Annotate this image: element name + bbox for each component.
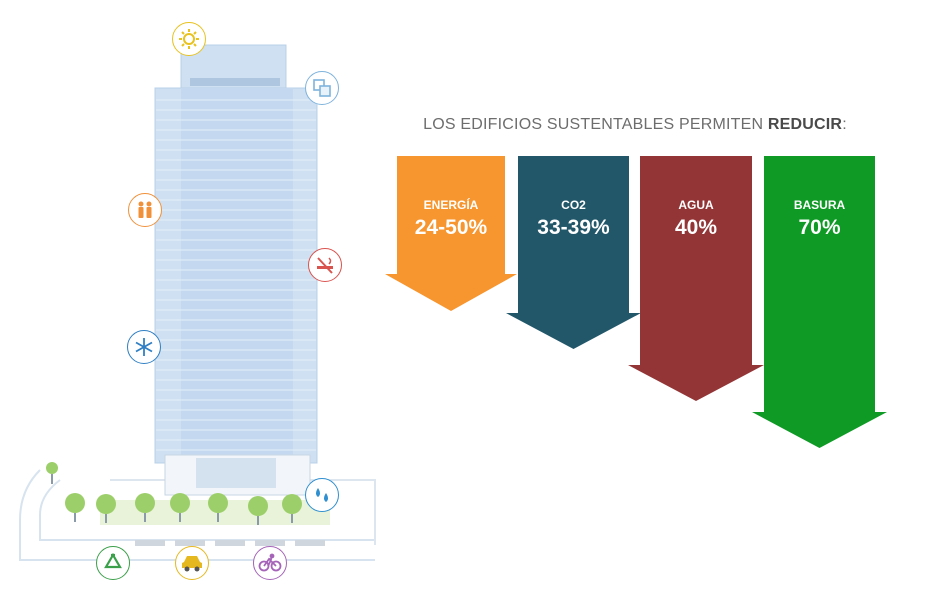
arrow-basura-value: 70% (798, 216, 841, 239)
arrow-co2-value: 33-39% (537, 216, 610, 239)
arrow-co2-label: CO2 (561, 198, 586, 212)
arrow-agua: AGUA 40% (628, 156, 764, 401)
recycle-icon (96, 546, 130, 580)
arrow-co2: CO2 33-39% (506, 156, 641, 349)
headline-suffix: : (842, 116, 847, 133)
arrow-energia-shape (385, 156, 517, 311)
arrow-basura-fill (752, 156, 887, 448)
sun-icon (172, 22, 206, 56)
arrow-basura-shape (752, 156, 887, 448)
arrow-energia-fill (385, 156, 517, 311)
windows-icon (305, 71, 339, 105)
arrow-basura: BASURA 70% (752, 156, 887, 448)
car-icon (175, 546, 209, 580)
arrow-agua-value: 40% (674, 216, 718, 239)
arrow-energia-label: ENERGÍA (423, 198, 479, 212)
arrow-basura-label: BASURA (793, 198, 846, 212)
no-smoking-icon (308, 248, 342, 282)
arrow-energia: ENERGÍA 24-50% (385, 156, 517, 311)
arrow-agua-fill (628, 156, 764, 401)
arrow-co2-fill (506, 156, 641, 349)
headline-emphasis: REDUCIR (767, 116, 843, 133)
building-illustration (0, 0, 380, 600)
arrow-agua-label: AGUA (678, 198, 714, 212)
arrow-agua-shape (628, 156, 764, 401)
bicycle-icon (253, 546, 287, 580)
headline-prefix: LOS EDIFICIOS SUSTENTABLES PERMITEN (423, 116, 768, 133)
arrow-energia-value: 24-50% (414, 216, 488, 239)
people-icon (128, 193, 162, 227)
arrow-co2-shape (506, 156, 641, 349)
headline: LOS EDIFICIOS SUSTENTABLES PERMITEN REDU… (380, 116, 890, 134)
snowflake-icon (127, 330, 161, 364)
water-drop-icon (305, 478, 339, 512)
building-drawing (19, 44, 376, 561)
